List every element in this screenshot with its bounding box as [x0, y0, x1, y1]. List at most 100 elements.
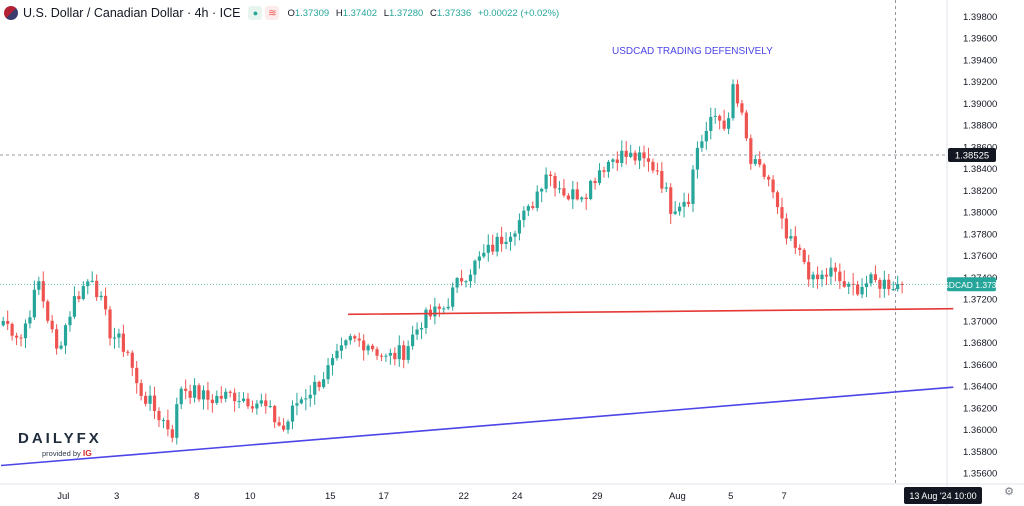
candle-body [192, 385, 197, 398]
candle-body [678, 206, 682, 212]
candle-body [468, 274, 473, 282]
candle-body [891, 289, 895, 291]
candle-body [353, 336, 357, 339]
candle-body [780, 207, 784, 219]
candle-body [157, 410, 161, 421]
symbol-title[interactable]: U.S. Dollar / Canadian Dollar · 4h · ICE [23, 6, 241, 20]
candle-body [798, 247, 802, 250]
price-tick-label: 1.39000 [963, 99, 997, 110]
candle-body [402, 345, 406, 360]
candle-body [873, 274, 878, 281]
candle-body [348, 336, 352, 341]
candle-body [544, 174, 548, 189]
support-line[interactable] [348, 307, 954, 316]
candle-body [335, 350, 339, 359]
candle-body [411, 334, 415, 347]
time-tick-label: 7 [782, 491, 787, 502]
candle-body [179, 388, 183, 405]
time-tick-label: 3 [114, 491, 119, 502]
candle-body [580, 197, 584, 200]
time-tick-label: Jul [57, 491, 69, 502]
candle-body [793, 236, 797, 248]
candle-body [433, 306, 437, 317]
price-tick-label: 1.35800 [963, 447, 997, 458]
candle-body [6, 321, 10, 324]
price-tick-label: 1.37000 [963, 316, 997, 327]
candle-body [330, 358, 335, 366]
candle-body [215, 395, 219, 404]
change-value: +0.00022 (+0.02%) [477, 7, 560, 19]
candle-body [824, 274, 829, 277]
candle-body [90, 280, 94, 282]
candle-body [735, 84, 740, 104]
candle-body [184, 388, 188, 391]
price-tick-label: 1.38800 [963, 121, 997, 132]
candle-body [495, 236, 499, 252]
close-value: 1.37336 [436, 7, 472, 19]
candle-body [135, 367, 139, 384]
candle-body [620, 150, 624, 163]
market-status-icon[interactable]: ● [248, 6, 263, 20]
settings-gear-icon[interactable]: ⚙ [1004, 486, 1014, 498]
trend-line[interactable] [0, 386, 954, 467]
ig-logo: IG [82, 448, 92, 458]
candle-body [575, 189, 579, 200]
symbol-header: U.S. Dollar / Canadian Dollar · 4h · ICE… [4, 5, 559, 21]
candle-body [268, 406, 272, 408]
indicator-wave-icon[interactable]: ≋ [265, 6, 280, 20]
candle-body [753, 159, 757, 164]
candle-body [117, 333, 121, 338]
candle-body [148, 395, 152, 404]
candle-body [562, 188, 566, 196]
candle-body [415, 329, 419, 335]
candle-body [718, 115, 722, 121]
candle-body [206, 390, 210, 400]
usd-cad-flag-icon [4, 6, 18, 20]
candle-body [139, 383, 143, 396]
candle-body [526, 206, 530, 211]
low-value: 1.37280 [388, 7, 424, 19]
candle-body [629, 152, 633, 157]
candle-body [366, 345, 370, 351]
candle-body [121, 333, 125, 352]
candle-body [606, 161, 611, 172]
candle-body [611, 159, 615, 162]
candle-body [847, 283, 851, 287]
candle-body [313, 381, 317, 395]
candle-body [419, 327, 424, 330]
candle-body [250, 406, 255, 409]
crosshair-price-tag [948, 147, 996, 162]
candle-body [322, 379, 326, 388]
candle-body [784, 218, 789, 239]
candle-body [900, 283, 904, 285]
candle-body [50, 320, 54, 330]
candle-body [166, 420, 170, 430]
candle-body [370, 345, 375, 350]
candle-body [593, 180, 597, 184]
candle-body [477, 256, 481, 261]
candle-body [108, 309, 112, 339]
candle-body [722, 120, 726, 129]
candle-body [700, 141, 704, 148]
candle-body [273, 406, 277, 423]
candle-body [624, 150, 628, 157]
candle-body [704, 130, 708, 142]
plot-area [0, 0, 947, 484]
candle-body [838, 271, 842, 282]
candle-body [197, 385, 201, 400]
candle-body [144, 395, 148, 404]
candle-body [473, 260, 477, 275]
time-tick-label: 29 [592, 491, 603, 502]
candle-body [152, 395, 157, 411]
candle-body [896, 283, 900, 290]
price-tick-label: 1.38400 [963, 164, 997, 175]
symbol-price-tag-label: USDCAD 1.37336 [937, 280, 1006, 290]
candle-body [860, 286, 864, 295]
candle-body [571, 189, 575, 200]
candle-body [424, 309, 428, 328]
candle-body [277, 422, 281, 426]
candle-body [691, 169, 695, 204]
candle-body [775, 192, 780, 208]
candle-body [379, 355, 384, 357]
